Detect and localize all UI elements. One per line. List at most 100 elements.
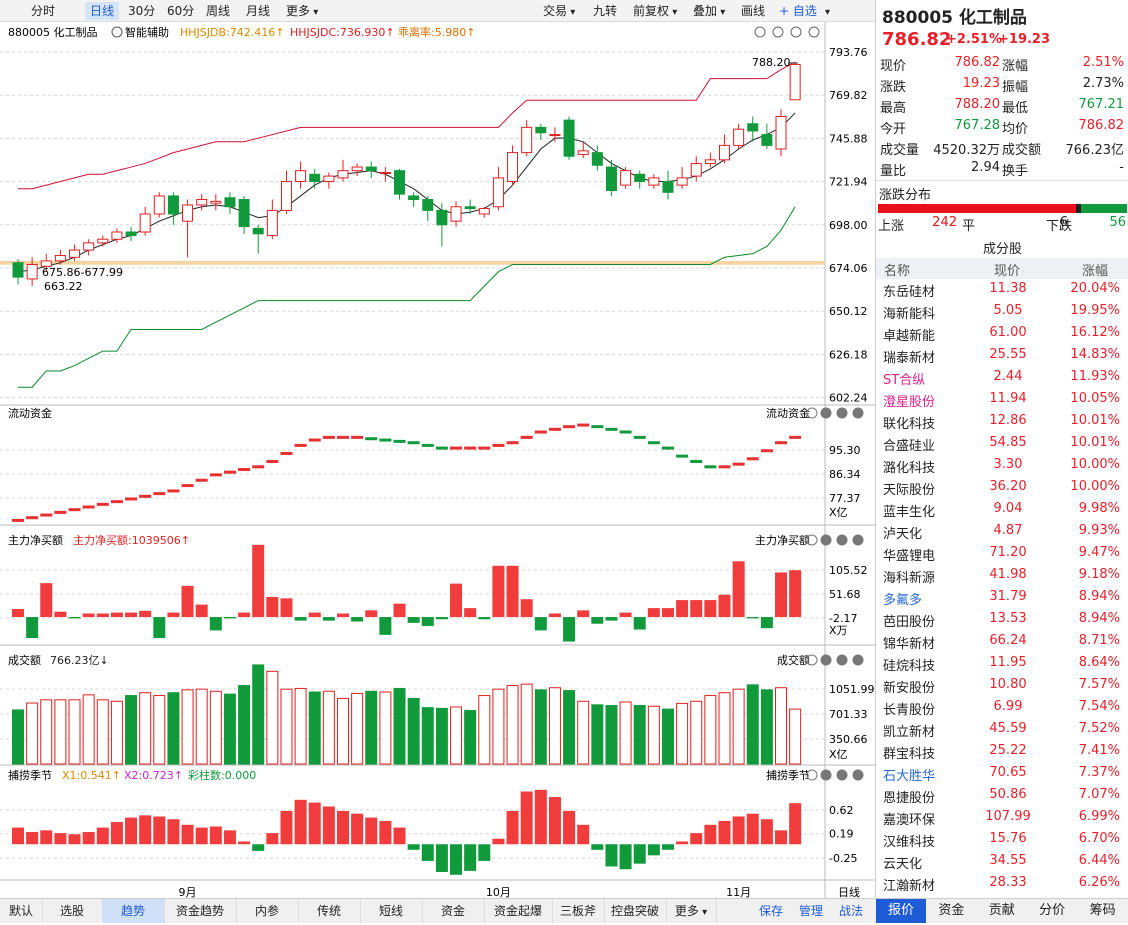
stock-name[interactable]: 江瀚新材 xyxy=(883,879,936,894)
stock-name[interactable]: 长青股份 xyxy=(883,703,936,718)
panel-tab[interactable]: 筹码 xyxy=(1089,903,1116,918)
stock-name[interactable]: 硅烷科技 xyxy=(883,659,936,674)
toolbar-button[interactable]: 画线 xyxy=(741,4,766,18)
candle-body xyxy=(662,180,674,193)
bottom-tab[interactable]: 三板斧 xyxy=(552,899,605,923)
stock-name[interactable]: 潞化科技 xyxy=(883,461,936,476)
stock-name[interactable]: 芭田股份 xyxy=(883,615,936,630)
stock-name[interactable]: 新安股份 xyxy=(883,681,936,696)
stock-name[interactable]: ST合纵 xyxy=(883,373,926,388)
action-tab[interactable]: 战法 xyxy=(838,904,863,918)
stock-name[interactable]: 群宝科技 xyxy=(883,747,936,762)
toolbar-button[interactable]: 分时 xyxy=(31,4,56,18)
y-tick-label: 95.30 xyxy=(829,444,861,457)
toolbar-button[interactable]: 更多 xyxy=(281,2,323,20)
stock-name[interactable]: 海新能科 xyxy=(883,307,936,322)
volume-bar xyxy=(68,699,81,765)
y-tick-label: 650.12 xyxy=(829,305,868,318)
y-tick-label: 793.76 xyxy=(829,46,868,59)
quote-label: 成交量 xyxy=(880,143,920,158)
toolbar-button[interactable]: 前复权 xyxy=(628,2,682,20)
stock-name[interactable]: 华盛锂电 xyxy=(883,549,936,564)
stock-price: 50.86 xyxy=(989,787,1027,802)
unit-label: X万 xyxy=(829,624,848,637)
action-tab[interactable]: 保存 xyxy=(758,904,783,918)
toolbar-button[interactable]: 月线 xyxy=(246,4,271,18)
stock-name[interactable]: 石大胜华 xyxy=(883,769,936,784)
toolbar-button[interactable]: 周线 xyxy=(206,4,231,18)
stock-name[interactable]: 嘉澳环保 xyxy=(883,813,936,828)
bar xyxy=(266,833,279,845)
candle-body xyxy=(549,134,561,137)
bar xyxy=(647,844,660,856)
bottom-tab[interactable]: 内参 xyxy=(236,899,299,923)
volume-bar xyxy=(12,709,24,765)
stock-name[interactable]: 卓越新能 xyxy=(883,329,936,344)
volume-bar xyxy=(789,708,802,765)
panel-title-right: 主力净买额 xyxy=(755,533,810,547)
stock-name[interactable]: 汉维科技 xyxy=(883,835,936,850)
stock-name[interactable]: 恩捷股份 xyxy=(883,791,936,806)
stock-change: 9.18% xyxy=(1078,567,1120,582)
toolbar-button[interactable]: 30分 xyxy=(128,4,156,18)
bottom-tab[interactable]: 控盘突破 xyxy=(604,899,667,923)
toolbar-button[interactable]: 60分 xyxy=(167,4,195,18)
stock-name[interactable]: 联化科技 xyxy=(883,417,936,432)
panel-tab[interactable]: 分价 xyxy=(1039,903,1066,918)
stock-change: 11.93% xyxy=(1070,369,1120,384)
bar xyxy=(294,617,307,621)
quote-label: 今开 xyxy=(880,122,907,137)
bottom-tab[interactable]: 传统 xyxy=(298,899,361,923)
toolbar-button[interactable]: + 自选 xyxy=(779,4,817,18)
stock-name[interactable]: 云天化 xyxy=(883,857,923,872)
panel-tab[interactable]: 报价 xyxy=(876,899,926,923)
bar xyxy=(591,617,604,624)
y-tick-label: 77.37 xyxy=(829,492,861,505)
flow-mark xyxy=(167,489,180,493)
bottom-tab[interactable]: 资金趋势 xyxy=(164,899,237,923)
bottom-tab[interactable]: 默认 xyxy=(0,899,43,923)
panel-tab[interactable]: 贡献 xyxy=(988,903,1015,918)
stock-name[interactable]: 东岳硅材 xyxy=(883,285,936,300)
bottom-tab[interactable]: 趋势 xyxy=(102,899,165,923)
stock-name[interactable]: 锦华新材 xyxy=(883,637,936,652)
action-tab[interactable]: 管理 xyxy=(798,904,823,918)
bottom-tab[interactable]: 选股 xyxy=(42,899,103,923)
panel-icon xyxy=(852,769,864,781)
bar xyxy=(718,820,731,845)
flow-mark xyxy=(407,441,420,445)
stock-name[interactable]: 合盛硅业 xyxy=(883,439,936,454)
stock-name[interactable]: 泸天化 xyxy=(883,527,923,542)
bar xyxy=(450,583,463,618)
stock-name[interactable]: 天际股份 xyxy=(883,483,936,498)
stock-name[interactable]: 海科新源 xyxy=(883,571,936,586)
panel-legend: 彩柱数:0.000 xyxy=(188,768,256,782)
bar xyxy=(336,810,349,845)
stock-name[interactable]: 蓝丰生化 xyxy=(883,505,936,520)
toolbar-button[interactable]: 日线 xyxy=(85,2,120,20)
toolbar-button[interactable]: 叠加 xyxy=(688,2,730,20)
bottom-tab[interactable]: 资金 xyxy=(422,899,485,923)
chart-icon xyxy=(808,26,820,38)
stock-name[interactable]: 多氟多 xyxy=(883,593,923,608)
panel-tab[interactable]: 资金 xyxy=(938,903,965,918)
bar xyxy=(26,617,39,638)
bottom-tab[interactable]: 短线 xyxy=(360,899,423,923)
bar xyxy=(746,617,759,619)
stock-name[interactable]: 瑞泰新材 xyxy=(883,351,936,366)
bottom-tab[interactable]: 资金起爆 xyxy=(484,899,553,923)
y-tick-label: 0.19 xyxy=(829,828,854,841)
bar xyxy=(238,612,251,618)
flow-mark xyxy=(534,430,547,434)
toolbar-button[interactable]: 交易 xyxy=(538,2,580,20)
bar xyxy=(435,617,448,620)
flow-mark xyxy=(464,446,477,450)
toolbar-button[interactable]: 九转 xyxy=(593,4,618,18)
bottom-tab[interactable]: 更多 xyxy=(666,899,717,923)
bar xyxy=(223,617,236,619)
bar xyxy=(82,613,95,618)
stock-name[interactable]: 澄星股份 xyxy=(883,395,936,410)
panel-legend: 主力净买额:1039506↑ xyxy=(73,533,190,547)
stock-name[interactable]: 凯立新材 xyxy=(883,725,936,740)
volume-bar xyxy=(252,664,265,765)
